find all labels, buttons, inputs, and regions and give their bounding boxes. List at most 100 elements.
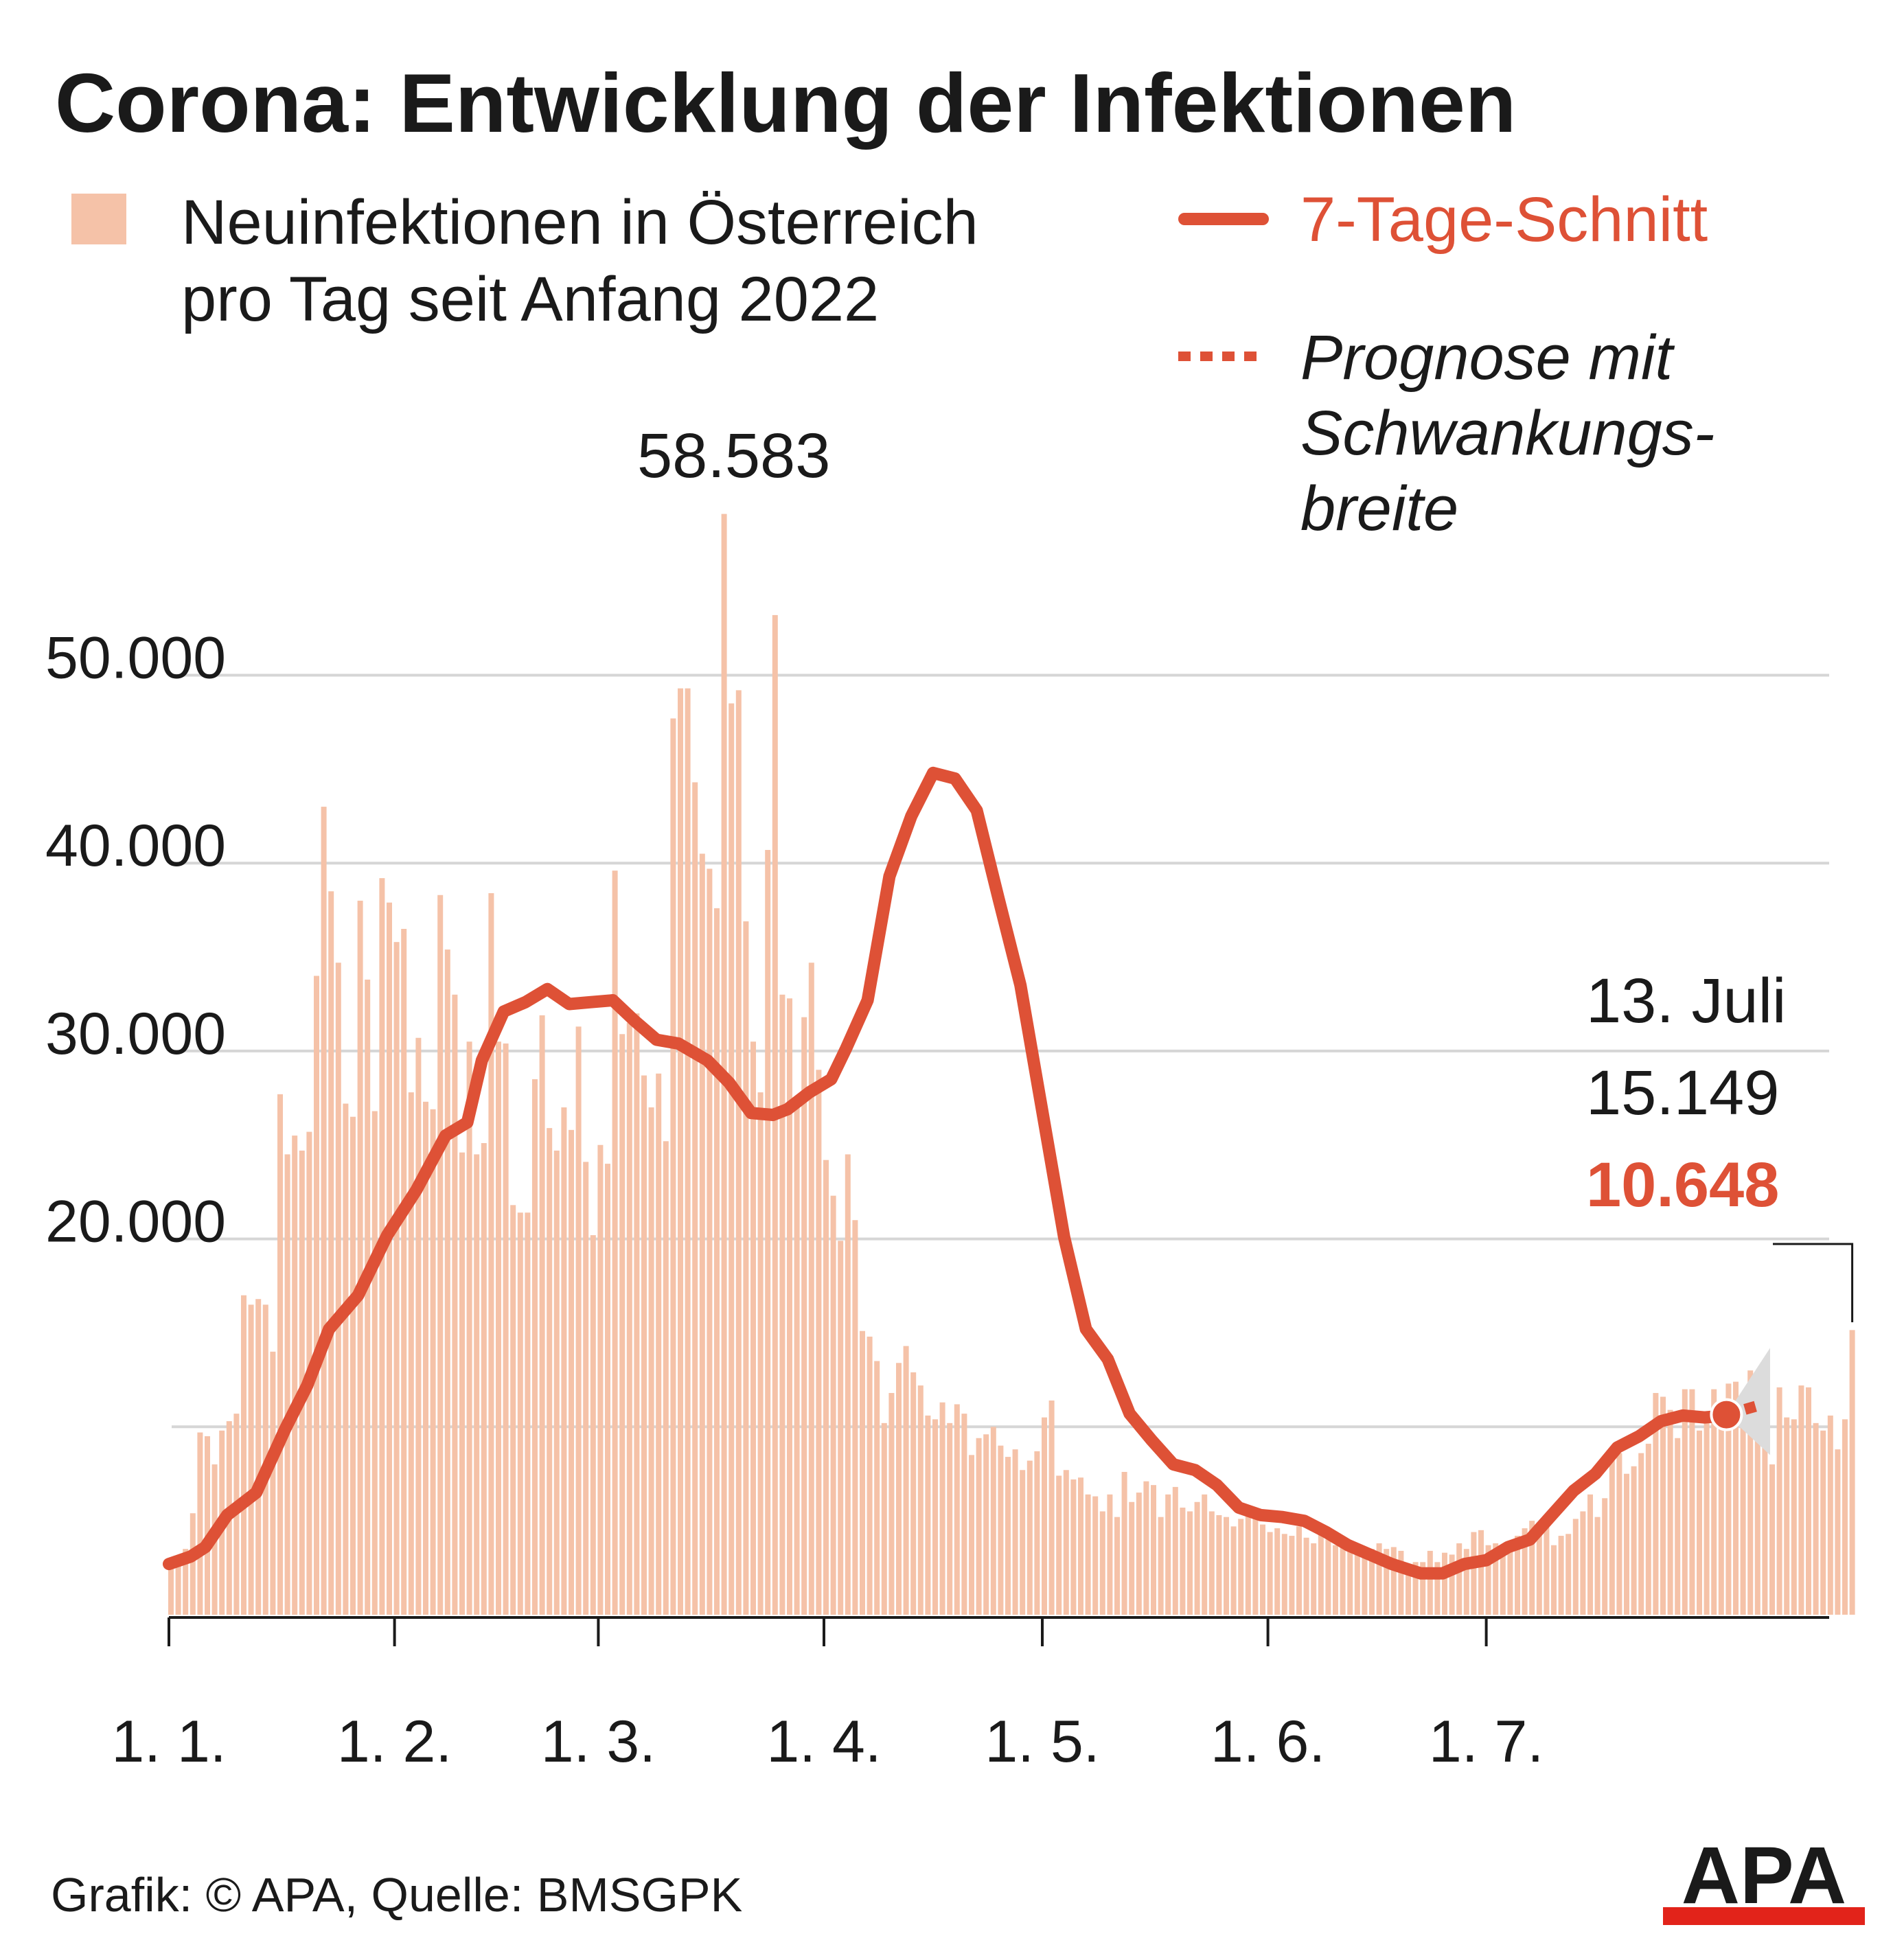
bar [1631,1466,1637,1615]
bar [1594,1517,1601,1615]
bar [961,1414,967,1615]
bar [1667,1409,1673,1615]
bar [1187,1511,1193,1615]
apa-logo-text: APA [1682,1840,1846,1921]
apa-logo: APA [1663,1840,1865,1925]
bar [1754,1415,1760,1615]
bar [1333,1545,1338,1615]
bar [707,868,713,1615]
bar [1849,1330,1855,1615]
bar [1638,1453,1644,1615]
legend-bars-label: Neuinfektionen in Österreich pro Tag sei… [181,184,978,338]
bar [874,1361,880,1615]
bar [1602,1498,1608,1615]
bar [321,807,327,1615]
bar [896,1363,902,1615]
bar [1580,1511,1586,1615]
forecast-band-area [1726,1348,1770,1455]
bar [437,895,444,1615]
bar [1493,1543,1499,1615]
bar [1769,1464,1775,1615]
bar [845,1154,851,1615]
bar [1078,1477,1083,1615]
bar [692,782,698,1615]
bar [532,1079,538,1615]
bar [1026,1460,1033,1615]
bar [1151,1485,1156,1615]
bar [1456,1543,1463,1615]
bar [474,1154,480,1615]
bar [1420,1562,1426,1615]
bar [1384,1549,1390,1615]
bar [387,902,392,1615]
bar [343,1103,349,1615]
bar [175,1558,181,1615]
bar [1274,1528,1281,1615]
x-axis: 1. 1. 1. 2. 1. 3. 1. 4. 1. 5. 1. 6. 1. 7. [111,1616,1829,1775]
bar [270,1351,276,1615]
legend-forecast-label: Prognose mit Schwankungs- breite [1300,320,1714,546]
bar [1733,1381,1739,1615]
legend-avg-swatch [1178,213,1269,225]
bar [241,1295,246,1615]
bar [852,1220,858,1615]
bar [1318,1526,1324,1615]
bar [1325,1539,1331,1615]
bar [648,1107,654,1615]
bar [415,1037,422,1615]
bar [1340,1539,1346,1615]
bar [1558,1536,1564,1615]
bar [1529,1521,1535,1615]
bar [335,963,341,1615]
bar [1704,1412,1710,1615]
bar [750,1041,756,1615]
bar [1398,1550,1404,1615]
bar [575,1026,582,1615]
bar [423,1101,428,1615]
bar [1609,1460,1615,1615]
bar [1827,1415,1833,1615]
forecast-band [1726,1348,1770,1455]
bar [328,891,334,1615]
bar [430,1109,436,1615]
bar [1042,1417,1047,1615]
bar [1048,1400,1055,1615]
bar [721,514,727,1615]
bar [1129,1501,1135,1615]
legend-forecast-line2: Schwankungs- [1300,398,1715,468]
bar [481,1143,487,1615]
bar [1798,1385,1804,1615]
bar [1230,1526,1237,1615]
bar [553,1150,560,1615]
bar [816,1070,822,1615]
x-tick-label: 1. 5. [985,1709,1099,1775]
bar [1842,1419,1848,1615]
bar [496,1041,501,1615]
bar [1776,1387,1782,1615]
last-value-callout [1773,1243,1854,1322]
bar [685,688,691,1615]
bar [197,1432,203,1615]
bar [1835,1449,1841,1615]
bar [634,1013,640,1615]
bar [1224,1517,1229,1615]
bar [408,1092,414,1615]
last-date-annotation: 13. Juli [1586,966,1787,1036]
bar [1245,1513,1251,1615]
bar [1624,1473,1629,1615]
bar [1682,1389,1688,1615]
bar [881,1422,887,1615]
bar [1070,1479,1077,1615]
bar [860,1330,865,1615]
bar [1296,1526,1302,1615]
bar [190,1513,196,1615]
bar [626,1022,632,1615]
bar [1820,1430,1826,1615]
bar [1784,1417,1790,1615]
bar [1347,1547,1353,1615]
bar [910,1372,917,1615]
legend-bars-line2: pro Tag seit Anfang 2022 [181,264,880,334]
bar [1202,1494,1208,1615]
legend-forecast-line1: Prognose mit [1300,323,1673,393]
